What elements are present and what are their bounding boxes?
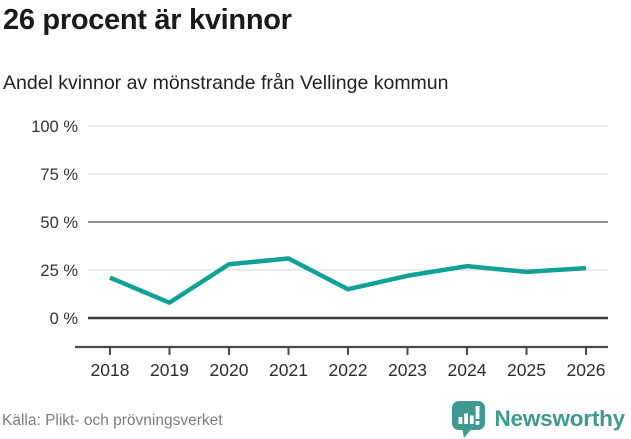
newsworthy-wordmark: Newsworthy [494,406,625,431]
x-tick-label: 2026 [567,360,606,380]
x-tick-label: 2025 [507,360,546,380]
y-tick-label: 75 % [40,166,78,184]
x-tick-label: 2018 [91,360,130,380]
x-tick-label: 2023 [388,360,427,380]
x-tick-label: 2019 [150,360,189,380]
y-tick-label: 100 % [31,118,78,136]
y-tick-label: 0 % [50,310,79,328]
y-tick-label: 25 % [40,262,78,280]
x-tick-label: 2022 [329,360,368,380]
newsworthy-logo: Newsworthy [451,400,625,438]
x-tick-label: 2021 [269,360,308,380]
x-tick-label: 2020 [210,360,249,380]
x-tick-label: 2024 [448,360,487,380]
newsworthy-logo-icon [452,401,486,438]
y-tick-label: 50 % [40,214,78,232]
page-title: 26 procent är kvinnor [3,4,292,36]
chart-subtitle: Andel kvinnor av mönstrande från Velling… [3,72,449,94]
data-line [109,256,587,305]
source-note: Källa: Plikt- och prövningsverket [2,412,223,429]
